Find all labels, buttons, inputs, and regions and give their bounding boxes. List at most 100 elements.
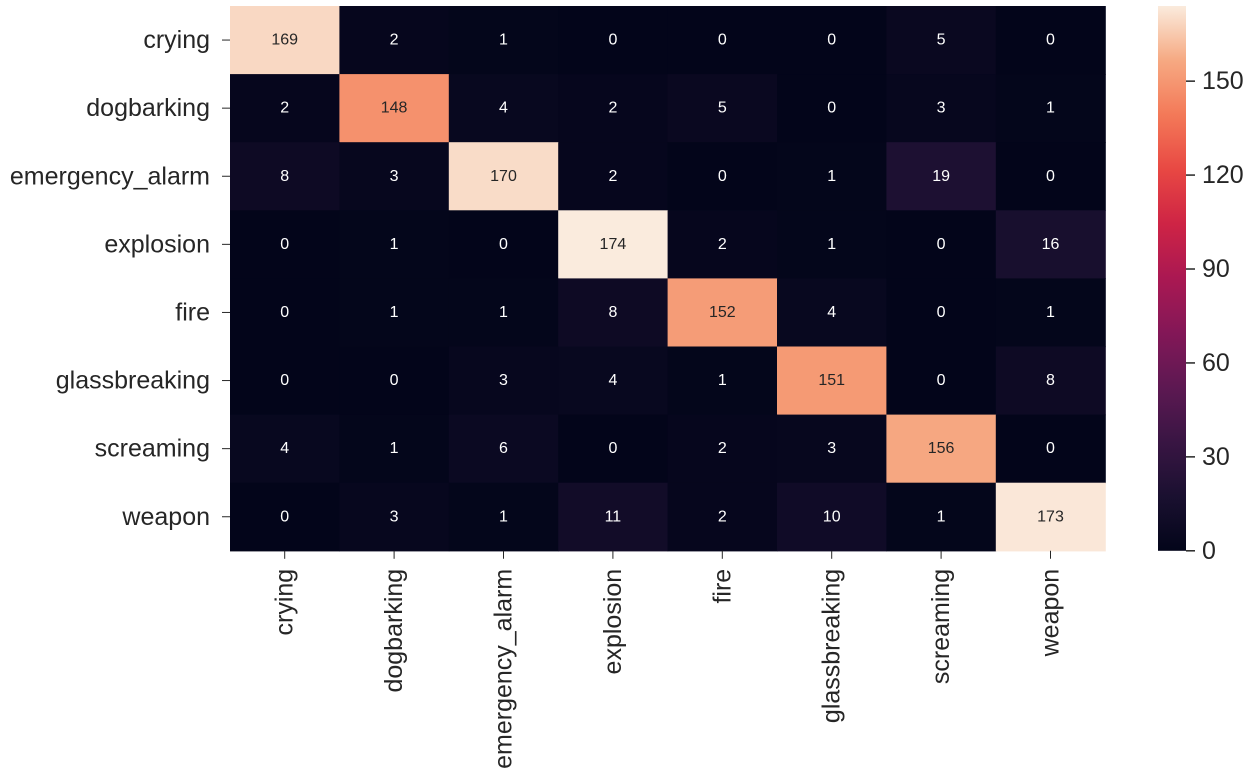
heatmap-cell [886, 278, 997, 348]
heatmap-cell [558, 142, 669, 211]
heatmap-cell [448, 74, 559, 143]
cell-value: 5 [718, 100, 727, 117]
x-tick-label: glassbreaking [818, 569, 846, 723]
cell-value: 6 [499, 440, 508, 457]
heatmap-cell [448, 142, 559, 211]
cell-value: 4 [280, 440, 289, 457]
heatmap-cell [558, 346, 669, 416]
cell-value: 1 [390, 304, 399, 321]
cell-value: 0 [718, 168, 727, 185]
heatmap-cell [777, 142, 887, 211]
heatmap-cell [230, 210, 340, 279]
cell-value: 0 [608, 32, 617, 49]
y-tick-label: emergency_alarm [10, 162, 210, 190]
heatmap-cell [448, 210, 559, 279]
cell-value: 152 [709, 304, 736, 321]
y-tick-label: explosion [104, 230, 210, 258]
cell-value: 0 [390, 372, 399, 389]
cell-value: 0 [937, 236, 946, 253]
heatmap-cell [448, 482, 559, 552]
cell-value: 170 [490, 168, 517, 185]
cell-value: 169 [271, 32, 298, 49]
heatmap-cell [230, 142, 340, 211]
colorbar-tick-label: 150 [1202, 67, 1244, 95]
heatmap-cell [448, 6, 559, 75]
heatmap-cell [448, 414, 559, 484]
cell-value: 151 [818, 372, 845, 389]
heatmap-cell [886, 210, 997, 279]
cell-value: 1 [827, 168, 836, 185]
heatmap-cell [667, 142, 778, 211]
colorbar-ticks: 0 30 60 90 120 150 [1186, 67, 1244, 565]
heatmap-cell [558, 210, 669, 279]
heatmap-cell [995, 74, 1106, 143]
x-tick-label: weapon [1037, 569, 1065, 658]
heatmap-cell [558, 278, 669, 348]
cell-value: 8 [280, 168, 289, 185]
cell-value: 173 [1037, 508, 1064, 525]
cell-annotations: 169 2 1 0 0 0 5 02 148 4 2 5 0 3 18 3 170 2 0 1 19 00 1 0 174 2 1 0… [271, 32, 1064, 526]
cell-value: 1 [1046, 100, 1055, 117]
heatmap-cell [886, 74, 997, 143]
cell-value: 0 [280, 372, 289, 389]
x-tick-label: explosion [599, 569, 627, 675]
y-tick-label: screaming [95, 435, 210, 463]
cell-value: 3 [937, 100, 946, 117]
cell-value: 3 [390, 168, 399, 185]
heatmap-cell [230, 278, 340, 348]
cell-value: 11 [605, 508, 622, 525]
heatmap-cell [558, 414, 669, 484]
y-tick-label: weapon [121, 503, 210, 531]
cell-value: 0 [499, 236, 508, 253]
cell-value: 1 [499, 508, 508, 525]
cell-value: 2 [608, 100, 617, 117]
cell-value: 0 [608, 440, 617, 457]
heatmap-cell [448, 346, 559, 416]
heatmap-cell [667, 210, 778, 279]
y-tick-label: glassbreaking [56, 367, 210, 395]
heatmap-cell [886, 346, 997, 416]
x-tick-label: crying [271, 569, 299, 636]
cell-value: 0 [280, 304, 289, 321]
x-tick-label: screaming [927, 569, 955, 684]
heatmap-cell [995, 346, 1106, 416]
colorbar-gradient [1158, 6, 1186, 551]
heatmap-cell [777, 482, 887, 552]
cell-value: 0 [280, 508, 289, 525]
cell-value: 3 [390, 508, 399, 525]
heatmap-cell [667, 278, 778, 348]
cell-value: 0 [827, 32, 836, 49]
colorbar-tick-label: 60 [1202, 349, 1230, 377]
heatmap-cell [230, 6, 340, 75]
heatmap-cell [339, 210, 450, 279]
heatmap-cell [995, 482, 1106, 552]
cell-value: 0 [1046, 168, 1055, 185]
heatmap-cell [667, 346, 778, 416]
x-tick-label: dogbarking [380, 569, 408, 693]
heatmap-cell [995, 210, 1106, 279]
heatmap-cell [339, 142, 450, 211]
heatmap-cell [777, 6, 887, 75]
heatmap-cell [995, 414, 1106, 484]
heatmap-cells [230, 6, 1106, 552]
heatmap-cell [667, 74, 778, 143]
cell-value: 5 [937, 32, 946, 49]
heatmap-cell [230, 74, 340, 143]
y-tick-label: fire [175, 298, 210, 326]
x-tick-label: fire [708, 569, 736, 604]
cell-value: 0 [1046, 32, 1055, 49]
cell-value: 0 [280, 236, 289, 253]
colorbar: 0 30 60 90 120 150 [1158, 6, 1244, 565]
cell-value: 2 [608, 168, 617, 185]
cell-value: 1 [499, 32, 508, 49]
cell-value: 16 [1042, 236, 1060, 253]
colorbar-tick-label: 90 [1202, 255, 1230, 283]
heatmap-cell [667, 6, 778, 75]
cell-value: 4 [827, 304, 836, 321]
heatmap-cell [339, 414, 450, 484]
cell-value: 1 [390, 440, 399, 457]
cell-value: 4 [608, 372, 617, 389]
colorbar-tick-label: 120 [1202, 161, 1244, 189]
heatmap-cell [339, 346, 450, 416]
cell-value: 0 [827, 100, 836, 117]
